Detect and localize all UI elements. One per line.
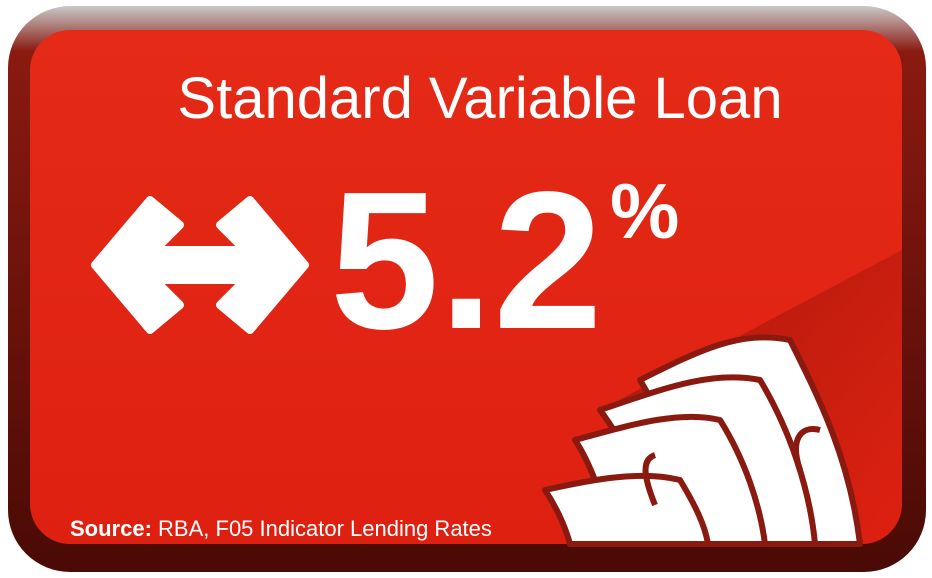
source: Source: RBA, F05 Indicator Lending Rates: [70, 516, 492, 541]
title: Standard Variable Loan: [177, 66, 782, 131]
arrow-icon: [91, 196, 309, 334]
rate-value: 5.2: [330, 151, 602, 370]
source-label: Source:: [70, 516, 152, 541]
source-text: RBA, F05 Indicator Lending Rates: [158, 516, 492, 541]
rate-unit: %: [610, 167, 679, 255]
money-icon: [542, 334, 863, 547]
